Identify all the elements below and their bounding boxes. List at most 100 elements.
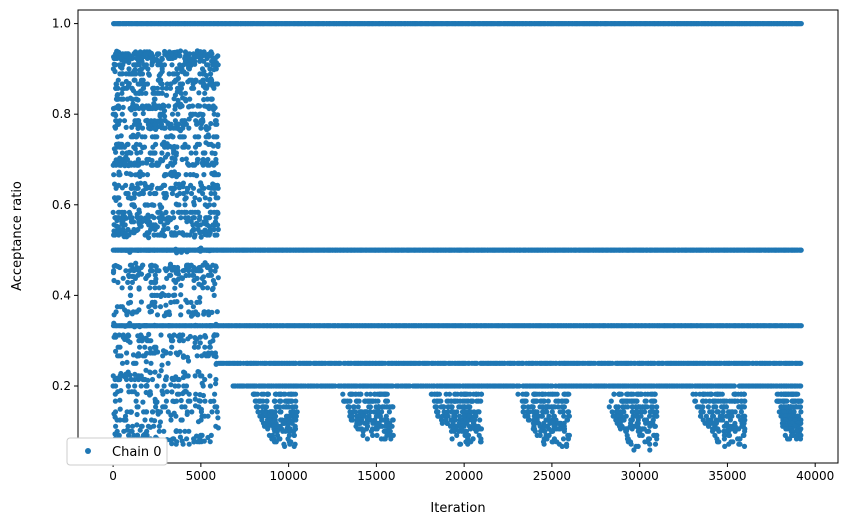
data-point: [202, 150, 208, 156]
data-point: [152, 272, 158, 278]
data-point: [161, 383, 167, 389]
data-point: [376, 404, 382, 410]
data-point: [277, 404, 283, 410]
data-point: [191, 439, 197, 445]
data-point: [273, 391, 279, 397]
data-point: [149, 56, 155, 62]
data-point: [549, 409, 555, 415]
data-point: [163, 210, 169, 216]
data-point: [126, 432, 132, 438]
data-point: [143, 62, 149, 68]
data-point: [160, 111, 166, 117]
data-point: [200, 392, 206, 399]
data-point: [159, 90, 165, 96]
data-point: [540, 391, 546, 397]
data-point: [539, 404, 545, 410]
data-point: [364, 436, 370, 442]
data-point: [162, 154, 169, 160]
data-point: [113, 141, 120, 147]
data-point: [120, 217, 126, 224]
data-point: [456, 404, 462, 410]
data-point: [179, 438, 185, 444]
data-point: [167, 216, 174, 222]
data-point: [383, 391, 389, 397]
data-point: [202, 413, 208, 419]
data-point: [123, 417, 129, 423]
data-point: [189, 409, 195, 415]
data-point: [113, 85, 119, 91]
data-point: [147, 190, 153, 197]
data-point: [169, 389, 175, 395]
data-point: [129, 428, 135, 434]
data-point: [149, 376, 156, 383]
data-point: [195, 344, 201, 350]
data-point: [212, 190, 218, 197]
data-point: [356, 398, 362, 404]
data-point: [134, 432, 140, 438]
data-point: [155, 408, 161, 414]
data-point: [208, 190, 214, 197]
data-point: [127, 292, 133, 298]
data-point: [168, 382, 174, 388]
data-point: [167, 125, 173, 131]
data-point: [133, 96, 140, 102]
data-point: [140, 399, 146, 405]
data-point: [179, 156, 185, 163]
data-point: [124, 350, 130, 356]
data-point: [180, 338, 186, 344]
data-point: [116, 172, 122, 178]
data-point: [162, 404, 168, 410]
data-point: [353, 409, 359, 415]
data-point: [184, 266, 191, 273]
data-point: [358, 409, 364, 415]
data-point: [175, 276, 181, 282]
data-point: [178, 101, 184, 107]
data-point: [125, 279, 131, 285]
data-point: [157, 209, 163, 215]
data-point: [180, 125, 186, 131]
data-point: [211, 333, 217, 339]
data-point: [135, 247, 141, 253]
data-point: [123, 247, 129, 253]
data-point: [178, 397, 184, 404]
data-point: [158, 332, 164, 338]
data-point: [161, 222, 167, 228]
data-point: [148, 417, 155, 423]
data-point: [362, 409, 368, 415]
data-point: [200, 383, 206, 389]
data-point: [113, 81, 119, 87]
data-point: [120, 275, 126, 281]
data-point: [199, 275, 205, 281]
data-point: [207, 383, 213, 389]
data-point: [184, 232, 190, 238]
data-point: [463, 391, 469, 397]
data-point: [176, 376, 182, 383]
data-point: [197, 214, 203, 220]
data-point: [127, 339, 133, 345]
data-point: [204, 264, 210, 271]
data-point: [171, 143, 177, 150]
data-point: [539, 413, 546, 419]
data-point: [273, 439, 279, 445]
data-point: [212, 150, 218, 157]
data-point: [186, 441, 192, 447]
data-point: [274, 428, 280, 434]
data-point: [390, 417, 396, 423]
data-point: [179, 417, 185, 423]
data-point: [126, 273, 132, 280]
data-point: [215, 112, 221, 118]
data-point: [195, 268, 202, 274]
data-point: [454, 409, 460, 415]
data-point: [355, 404, 361, 410]
data-point: [273, 404, 279, 410]
data-point: [452, 398, 458, 404]
data-point: [137, 49, 143, 55]
data-point: [454, 432, 460, 438]
data-point: [139, 55, 145, 62]
data-point: [186, 428, 192, 434]
data-point: [175, 268, 181, 274]
data-point: [150, 162, 156, 168]
data-point: [515, 391, 521, 397]
data-point: [139, 134, 145, 140]
data-point: [552, 404, 558, 410]
